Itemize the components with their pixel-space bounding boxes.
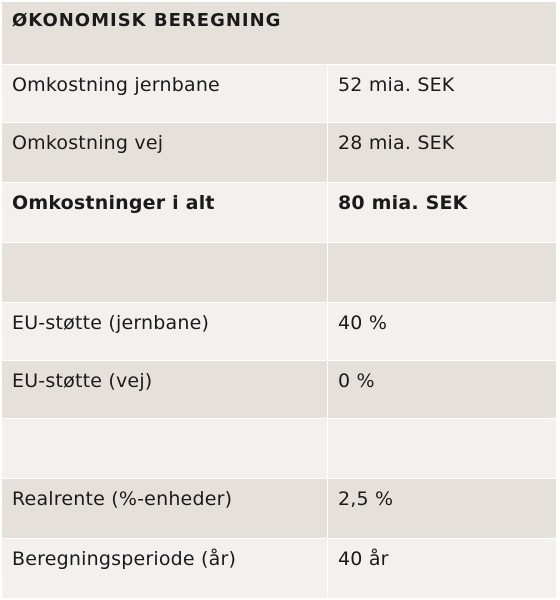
table-row: Beregningsperiode (år) 40 år — [2, 539, 556, 599]
row-label: Realrente (%-enheder) — [2, 479, 328, 538]
table-row: EU-støtte (jernbane) 40 % — [2, 303, 556, 361]
table-row-empty — [2, 243, 556, 303]
row-label: Beregningsperiode (år) — [2, 539, 328, 598]
row-value: 80 mia. SEK — [338, 192, 468, 214]
row-value: 52 mia. SEK — [338, 74, 455, 96]
row-value: 28 mia. SEK — [338, 132, 455, 154]
row-value: 40 % — [338, 312, 388, 334]
row-value — [328, 419, 556, 478]
row-label: EU-støtte (jernbane) — [2, 303, 328, 360]
row-label: Omkostning jernbane — [2, 65, 328, 122]
table-header-row: ØKONOMISK BEREGNING — [2, 2, 556, 65]
row-value: 2,5 % — [338, 488, 394, 510]
table-row: Omkostning jernbane 52 mia. SEK — [2, 65, 556, 123]
row-value: 0 % — [338, 370, 375, 392]
row-label — [2, 243, 328, 302]
row-label: EU-støtte (vej) — [2, 361, 328, 418]
row-value — [328, 243, 556, 302]
table-row: Realrente (%-enheder) 2,5 % — [2, 479, 556, 539]
table-row-total: Omkostninger i alt 80 mia. SEK — [2, 183, 556, 243]
table-title: ØKONOMISK BEREGNING — [12, 10, 282, 31]
table-row-empty — [2, 419, 556, 479]
table-row: Omkostning vej 28 mia. SEK — [2, 123, 556, 183]
table-row: EU-støtte (vej) 0 % — [2, 361, 556, 419]
row-label: Omkostninger i alt — [2, 183, 328, 242]
row-label: Omkostning vej — [2, 123, 328, 182]
row-value: 40 år — [338, 548, 389, 570]
row-label — [2, 419, 328, 478]
